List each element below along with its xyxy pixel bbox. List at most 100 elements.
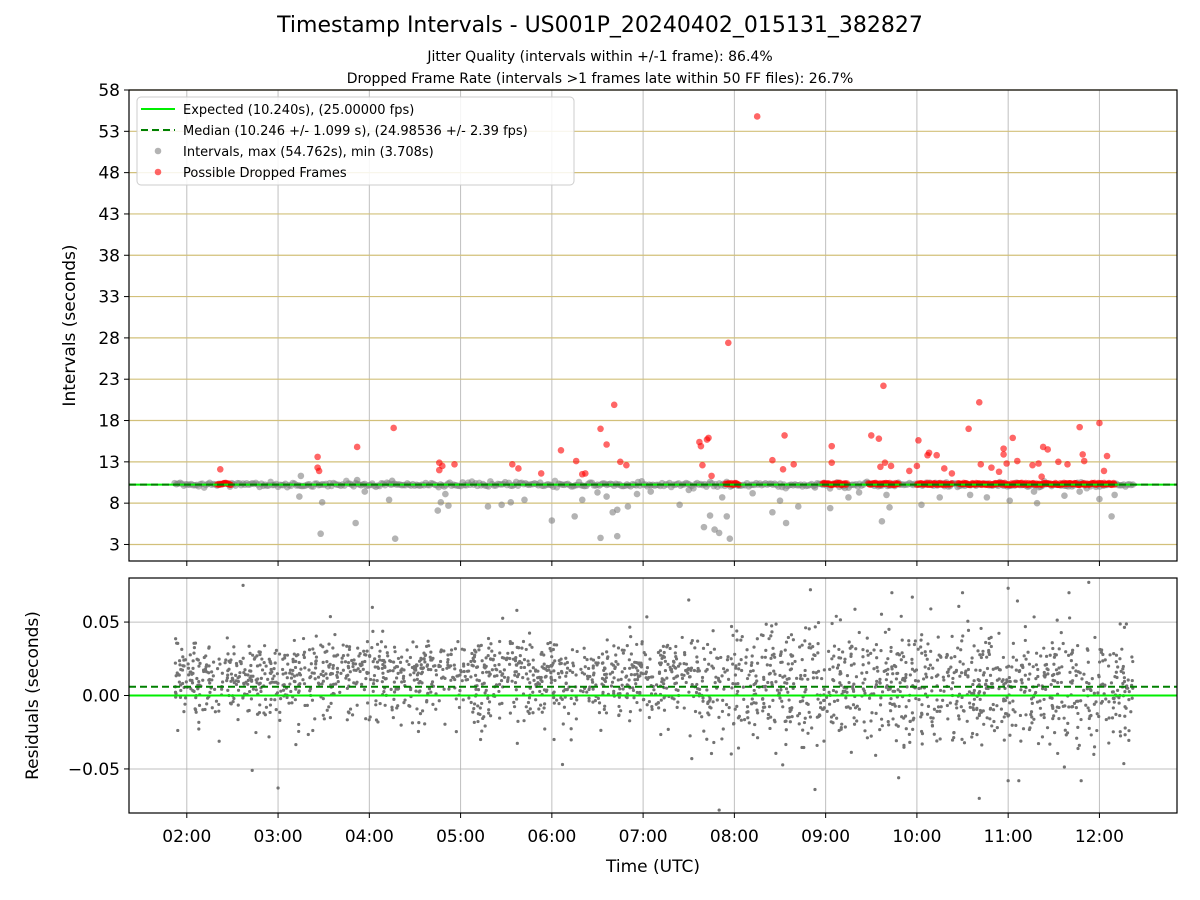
- residual-point: [952, 735, 956, 740]
- dropped-frame-point: [940, 465, 948, 472]
- legend-intervals-swatch: [154, 147, 162, 155]
- residual-point: [1034, 663, 1038, 667]
- residual-point: [273, 661, 277, 665]
- residual-point: [659, 698, 663, 702]
- residual-point: [1057, 716, 1061, 721]
- residual-point: [1069, 659, 1073, 663]
- residual-point: [878, 703, 883, 707]
- residual-point: [559, 696, 563, 700]
- residual-point: [460, 679, 464, 683]
- residual-point: [723, 670, 727, 674]
- residual-point: [292, 652, 296, 656]
- residual-point: [619, 709, 623, 713]
- residual-point: [401, 674, 406, 678]
- residual-point: [445, 666, 449, 670]
- residual-point: [662, 682, 666, 686]
- residual-point: [257, 650, 261, 654]
- residual-point: [498, 670, 502, 674]
- residual-point: [190, 672, 194, 676]
- residual-point: [355, 680, 359, 684]
- residual-point: [901, 655, 906, 659]
- residual-point: [724, 702, 729, 707]
- residual-point: [849, 652, 853, 656]
- residual-point: [700, 675, 705, 680]
- residual-point: [524, 647, 528, 652]
- residual-point: [1067, 591, 1071, 595]
- residual-point: [739, 657, 743, 662]
- residual-point: [288, 671, 292, 675]
- residual-point: [381, 629, 385, 633]
- dropped-frame-point: [965, 425, 972, 433]
- residual-point: [746, 716, 750, 720]
- residual-point: [512, 700, 516, 704]
- residual-point: [850, 685, 855, 689]
- residual-point: [854, 675, 859, 679]
- residual-point: [865, 649, 869, 653]
- residual-point: [920, 633, 924, 637]
- residual-point: [539, 678, 543, 682]
- dropped-frame-point: [1003, 460, 1010, 467]
- residual-point: [258, 663, 262, 667]
- residual-point: [259, 689, 263, 694]
- residual-point: [341, 668, 345, 672]
- residual-point: [225, 679, 229, 683]
- residual-point: [926, 704, 931, 708]
- residual-point: [629, 652, 633, 656]
- residual-point: [585, 690, 589, 694]
- residual-point: [518, 654, 522, 658]
- residual-point: [913, 639, 917, 643]
- residual-point: [399, 723, 403, 727]
- residual-point: [760, 655, 764, 659]
- residual-point: [402, 701, 406, 705]
- residual-point: [783, 674, 787, 678]
- residual-point: [815, 676, 819, 680]
- residual-point: [1085, 680, 1089, 685]
- residual-point: [507, 662, 512, 666]
- residual-point: [1057, 705, 1061, 710]
- residual-point: [600, 652, 605, 656]
- residual-point: [930, 676, 934, 680]
- residual-point: [470, 651, 474, 656]
- residual-point: [486, 636, 491, 641]
- x-tick-label: 02:00: [162, 827, 211, 847]
- residual-point: [498, 716, 502, 720]
- residual-point: [410, 721, 415, 725]
- dropped-frame-point: [603, 441, 610, 448]
- residual-point: [346, 666, 351, 670]
- residual-point: [604, 672, 608, 676]
- residual-point: [368, 715, 372, 719]
- residual-point: [286, 662, 290, 666]
- residual-point: [225, 636, 229, 640]
- residual-point: [192, 646, 197, 650]
- residual-point: [360, 660, 365, 664]
- residual-point: [788, 720, 792, 724]
- y-tick-label: 0.00: [82, 687, 120, 707]
- residual-point: [423, 660, 427, 664]
- residual-point: [861, 663, 865, 667]
- residual-point: [255, 664, 260, 668]
- residual-point: [180, 647, 184, 651]
- residual-point: [368, 677, 373, 682]
- residual-point: [797, 722, 801, 726]
- residual-point: [487, 670, 491, 674]
- residual-point: [268, 681, 272, 685]
- residual-point: [1094, 700, 1098, 704]
- residual-point: [1061, 704, 1065, 708]
- residual-point: [276, 681, 280, 685]
- residual-point: [407, 704, 411, 708]
- residual-point: [733, 652, 737, 656]
- residual-point: [834, 614, 838, 618]
- interval-point: [855, 489, 863, 496]
- residual-point: [362, 688, 367, 692]
- residual-point: [986, 686, 990, 691]
- residual-point: [1034, 651, 1039, 655]
- residual-point: [375, 642, 380, 646]
- residual-point: [790, 706, 794, 710]
- residual-point: [1057, 666, 1061, 670]
- residual-point: [179, 688, 183, 693]
- residual-point: [582, 646, 586, 650]
- residual-point: [311, 728, 315, 733]
- residual-point: [188, 670, 192, 674]
- residual-point: [1017, 779, 1021, 783]
- residual-point: [277, 652, 282, 656]
